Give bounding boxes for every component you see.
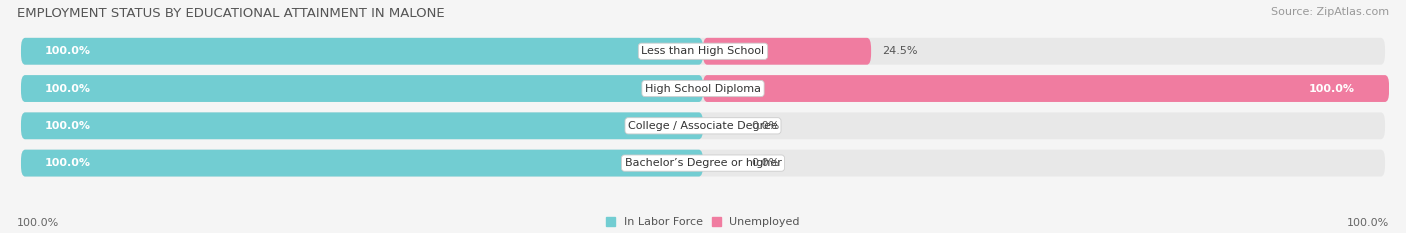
Text: High School Diploma: High School Diploma <box>645 84 761 93</box>
Text: 100.0%: 100.0% <box>17 218 59 228</box>
FancyBboxPatch shape <box>21 150 703 177</box>
Text: Source: ZipAtlas.com: Source: ZipAtlas.com <box>1271 7 1389 17</box>
FancyBboxPatch shape <box>21 75 703 102</box>
Legend: In Labor Force, Unemployed: In Labor Force, Unemployed <box>606 217 800 227</box>
Text: 100.0%: 100.0% <box>45 121 90 131</box>
Text: 100.0%: 100.0% <box>45 84 90 93</box>
Text: 100.0%: 100.0% <box>1309 84 1355 93</box>
Text: College / Associate Degree: College / Associate Degree <box>628 121 778 131</box>
Text: 100.0%: 100.0% <box>45 158 90 168</box>
FancyBboxPatch shape <box>21 112 703 139</box>
FancyBboxPatch shape <box>21 112 1385 139</box>
Text: 100.0%: 100.0% <box>1347 218 1389 228</box>
FancyBboxPatch shape <box>21 38 703 65</box>
Text: 24.5%: 24.5% <box>882 46 918 56</box>
FancyBboxPatch shape <box>703 38 872 65</box>
Text: EMPLOYMENT STATUS BY EDUCATIONAL ATTAINMENT IN MALONE: EMPLOYMENT STATUS BY EDUCATIONAL ATTAINM… <box>17 7 444 20</box>
FancyBboxPatch shape <box>21 150 1385 177</box>
FancyBboxPatch shape <box>21 38 1385 65</box>
Text: 0.0%: 0.0% <box>751 158 779 168</box>
Text: Less than High School: Less than High School <box>641 46 765 56</box>
Text: Bachelor’s Degree or higher: Bachelor’s Degree or higher <box>624 158 782 168</box>
Text: 100.0%: 100.0% <box>45 46 90 56</box>
Text: 0.0%: 0.0% <box>751 121 779 131</box>
FancyBboxPatch shape <box>21 75 1385 102</box>
FancyBboxPatch shape <box>703 75 1389 102</box>
